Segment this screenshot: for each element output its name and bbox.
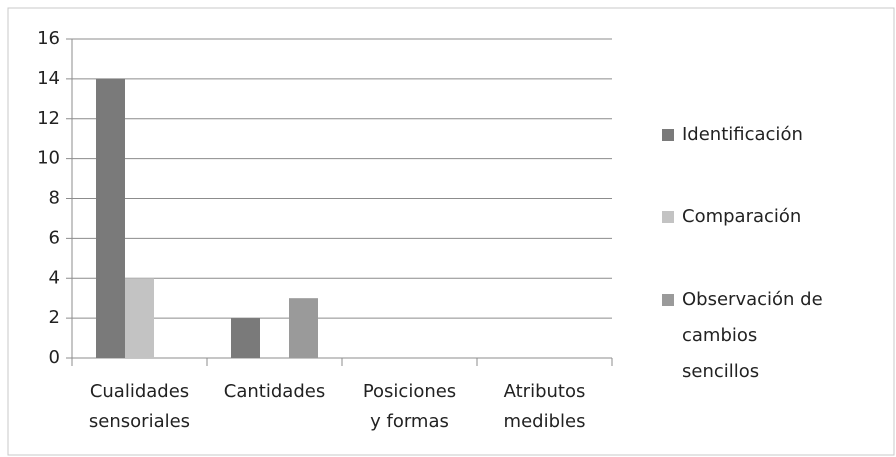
legend-label: Identificación — [682, 124, 803, 145]
y-tick-label: 0 — [49, 347, 60, 368]
legend-swatch — [662, 129, 674, 141]
bar — [231, 318, 260, 358]
y-tick-label: 2 — [49, 307, 60, 328]
y-tick-label: 16 — [37, 28, 60, 49]
bar — [125, 278, 154, 358]
legend-swatch — [662, 211, 674, 223]
legend-swatch — [662, 294, 674, 306]
y-tick-label: 14 — [37, 68, 60, 89]
legend-label: Comparación — [682, 206, 801, 227]
y-tick-label: 6 — [49, 227, 60, 248]
legend-label: Observación de cambios sencillos — [682, 289, 823, 382]
y-tick-label: 8 — [49, 188, 60, 209]
y-tick-label: 12 — [37, 108, 60, 129]
x-tick-label: Atributos medibles — [504, 381, 586, 432]
bar — [96, 78, 125, 358]
bar — [289, 298, 318, 358]
x-tick-label: Posiciones y formas — [363, 381, 456, 432]
y-tick-label: 4 — [49, 267, 60, 288]
y-tick-label: 10 — [37, 148, 60, 169]
x-tick-label: Cualidades sensoriales — [89, 381, 190, 432]
chart-frame — [7, 7, 895, 456]
x-tick-label: Cantidades — [224, 381, 325, 402]
